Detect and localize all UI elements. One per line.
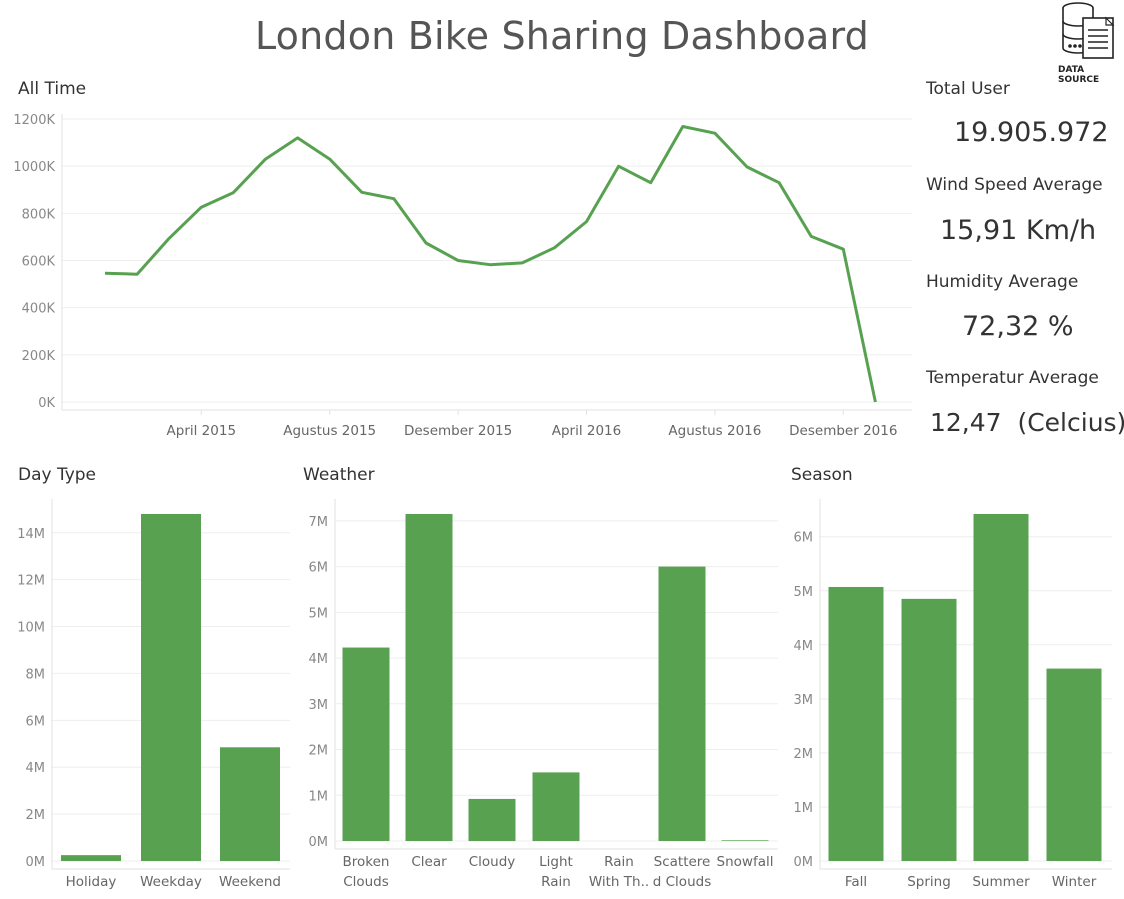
daytype-y-tick-label: 2M bbox=[26, 808, 46, 823]
weather-y-tick-label: 5M bbox=[309, 606, 329, 621]
season-y-tick-label: 1M bbox=[794, 801, 814, 816]
season-y-tick-label: 2M bbox=[794, 747, 814, 762]
weather-y-tick-label: 1M bbox=[309, 789, 329, 804]
line-x-tick-label: Agustus 2016 bbox=[668, 423, 761, 439]
line-y-tick-label: 600K bbox=[22, 255, 56, 270]
weather-bar bbox=[342, 647, 390, 841]
weather-category-label: Clouds bbox=[343, 874, 389, 890]
weather-y-tick-label: 2M bbox=[309, 744, 329, 759]
season-category-label: Winter bbox=[1052, 874, 1097, 890]
line-x-tick-label: Agustus 2015 bbox=[283, 423, 376, 439]
season-chart-title: Season bbox=[791, 465, 853, 485]
season-y-tick-label: 4M bbox=[794, 639, 814, 654]
line-x-tick-label: Desember 2016 bbox=[789, 423, 897, 439]
weather-chart-title: Weather bbox=[303, 465, 375, 485]
weather-y-tick-label: 0M bbox=[309, 835, 329, 850]
weather-bar bbox=[405, 514, 453, 841]
weather-bar bbox=[532, 772, 580, 841]
daytype-bar bbox=[61, 855, 121, 861]
daytype-bar bbox=[220, 747, 280, 861]
weather-category-label: With Th.. bbox=[589, 874, 649, 890]
season-bar bbox=[901, 598, 957, 861]
season-bar bbox=[973, 514, 1029, 861]
season-category-label: Summer bbox=[972, 874, 1030, 890]
season-y-tick-label: 3M bbox=[794, 693, 814, 708]
daytype-category-label: Holiday bbox=[66, 874, 117, 890]
season-category-label: Spring bbox=[907, 874, 951, 890]
line-series bbox=[104, 125, 877, 403]
weather-category-label: Rain bbox=[604, 854, 634, 870]
weather-category-label: Cloudy bbox=[469, 854, 516, 870]
kpi-humidity-label: Humidity Average bbox=[926, 272, 1079, 292]
weather-bar bbox=[658, 566, 706, 841]
season-y-tick-label: 0M bbox=[794, 855, 814, 870]
daytype-y-tick-label: 6M bbox=[26, 714, 46, 729]
season-bar bbox=[1046, 668, 1102, 861]
weather-category-label: Rain bbox=[541, 874, 571, 890]
season-category-label: Fall bbox=[845, 874, 867, 890]
kpi-wind-value: 15,91 Km/h bbox=[940, 215, 1097, 246]
line-y-tick-label: 200K bbox=[22, 349, 56, 364]
dashboard-title: London Bike Sharing Dashboard bbox=[254, 14, 870, 58]
data-source-icon[interactable] bbox=[1056, 0, 1124, 80]
daytype-y-tick-label: 10M bbox=[17, 621, 45, 636]
weather-category-label: Scattere bbox=[654, 854, 711, 870]
daytype-y-tick-label: 4M bbox=[26, 761, 46, 776]
daytype-category-label: Weekend bbox=[219, 874, 281, 890]
kpi-wind-label: Wind Speed Average bbox=[926, 175, 1103, 195]
weather-y-tick-label: 4M bbox=[309, 652, 329, 667]
kpi-total-user-label: Total User bbox=[926, 79, 1010, 99]
daytype-category-label: Weekday bbox=[140, 874, 202, 890]
weather-category-label: Light bbox=[539, 854, 573, 870]
line-y-tick-label: 800K bbox=[22, 207, 56, 222]
daytype-bar bbox=[141, 514, 201, 861]
weather-y-tick-label: 6M bbox=[309, 561, 329, 576]
weather-category-label: Snowfall bbox=[717, 854, 774, 870]
kpi-temperature-label: Temperatur Average bbox=[926, 368, 1099, 388]
line-x-tick-label: April 2016 bbox=[552, 423, 622, 439]
data-source-label: DATA SOURCE bbox=[1058, 65, 1100, 85]
line-y-tick-label: 1200K bbox=[13, 113, 55, 128]
line-chart-title: All Time bbox=[18, 79, 87, 99]
season-bar bbox=[828, 586, 884, 861]
line-y-tick-label: 0K bbox=[38, 396, 55, 411]
weather-bar bbox=[721, 840, 769, 841]
kpi-humidity-value: 72,32 % bbox=[962, 311, 1074, 342]
season-y-tick-label: 5M bbox=[794, 585, 814, 600]
weather-bar bbox=[468, 798, 516, 841]
weather-y-tick-label: 7M bbox=[309, 515, 329, 530]
daytype-y-tick-label: 8M bbox=[26, 667, 46, 682]
daytype-y-tick-label: 14M bbox=[17, 527, 45, 542]
weather-category-label: d Clouds bbox=[653, 874, 711, 890]
daytype-chart-title: Day Type bbox=[18, 465, 97, 485]
line-y-tick-label: 400K bbox=[22, 302, 56, 317]
weather-category-label: Clear bbox=[411, 854, 447, 870]
daytype-y-tick-label: 0M bbox=[26, 855, 46, 870]
weather-y-tick-label: 3M bbox=[309, 698, 329, 713]
weather-category-label: Broken bbox=[343, 854, 390, 870]
line-x-tick-label: Desember 2015 bbox=[404, 423, 512, 439]
season-y-tick-label: 6M bbox=[794, 531, 814, 546]
daytype-y-tick-label: 12M bbox=[17, 574, 45, 589]
line-x-tick-label: April 2015 bbox=[167, 423, 237, 439]
kpi-temperature-value: 12,47 (Celcius) bbox=[930, 408, 1124, 437]
line-y-tick-label: 1000K bbox=[13, 160, 55, 175]
kpi-total-user-value: 19.905.972 bbox=[954, 117, 1109, 148]
